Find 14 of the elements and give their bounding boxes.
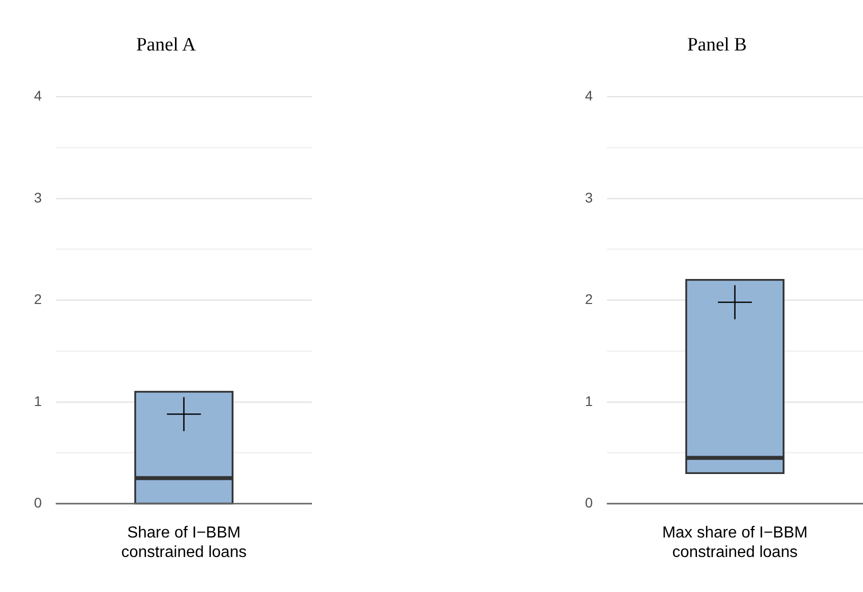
y-tick-label: 1 <box>584 392 593 409</box>
x-tick-label: Share of I−BBM constrained loans <box>121 524 247 561</box>
y-tick-label: 0 <box>34 494 42 510</box>
y-tick-label: 0 <box>584 494 593 510</box>
chart-title: Panel B <box>687 34 747 56</box>
y-tick-label: 2 <box>584 291 593 308</box>
y-tick-label: 2 <box>34 291 42 308</box>
chart-title: Panel A <box>136 34 196 56</box>
y-tick-label: 4 <box>34 88 42 104</box>
y-tick-label: 4 <box>584 88 593 104</box>
y-tick-label: 1 <box>34 392 42 409</box>
y-tick-label: 3 <box>584 189 593 206</box>
y-tick-label: 3 <box>34 189 42 206</box>
x-tick-label: Max share of I−BBM constrained loans <box>662 524 808 561</box>
